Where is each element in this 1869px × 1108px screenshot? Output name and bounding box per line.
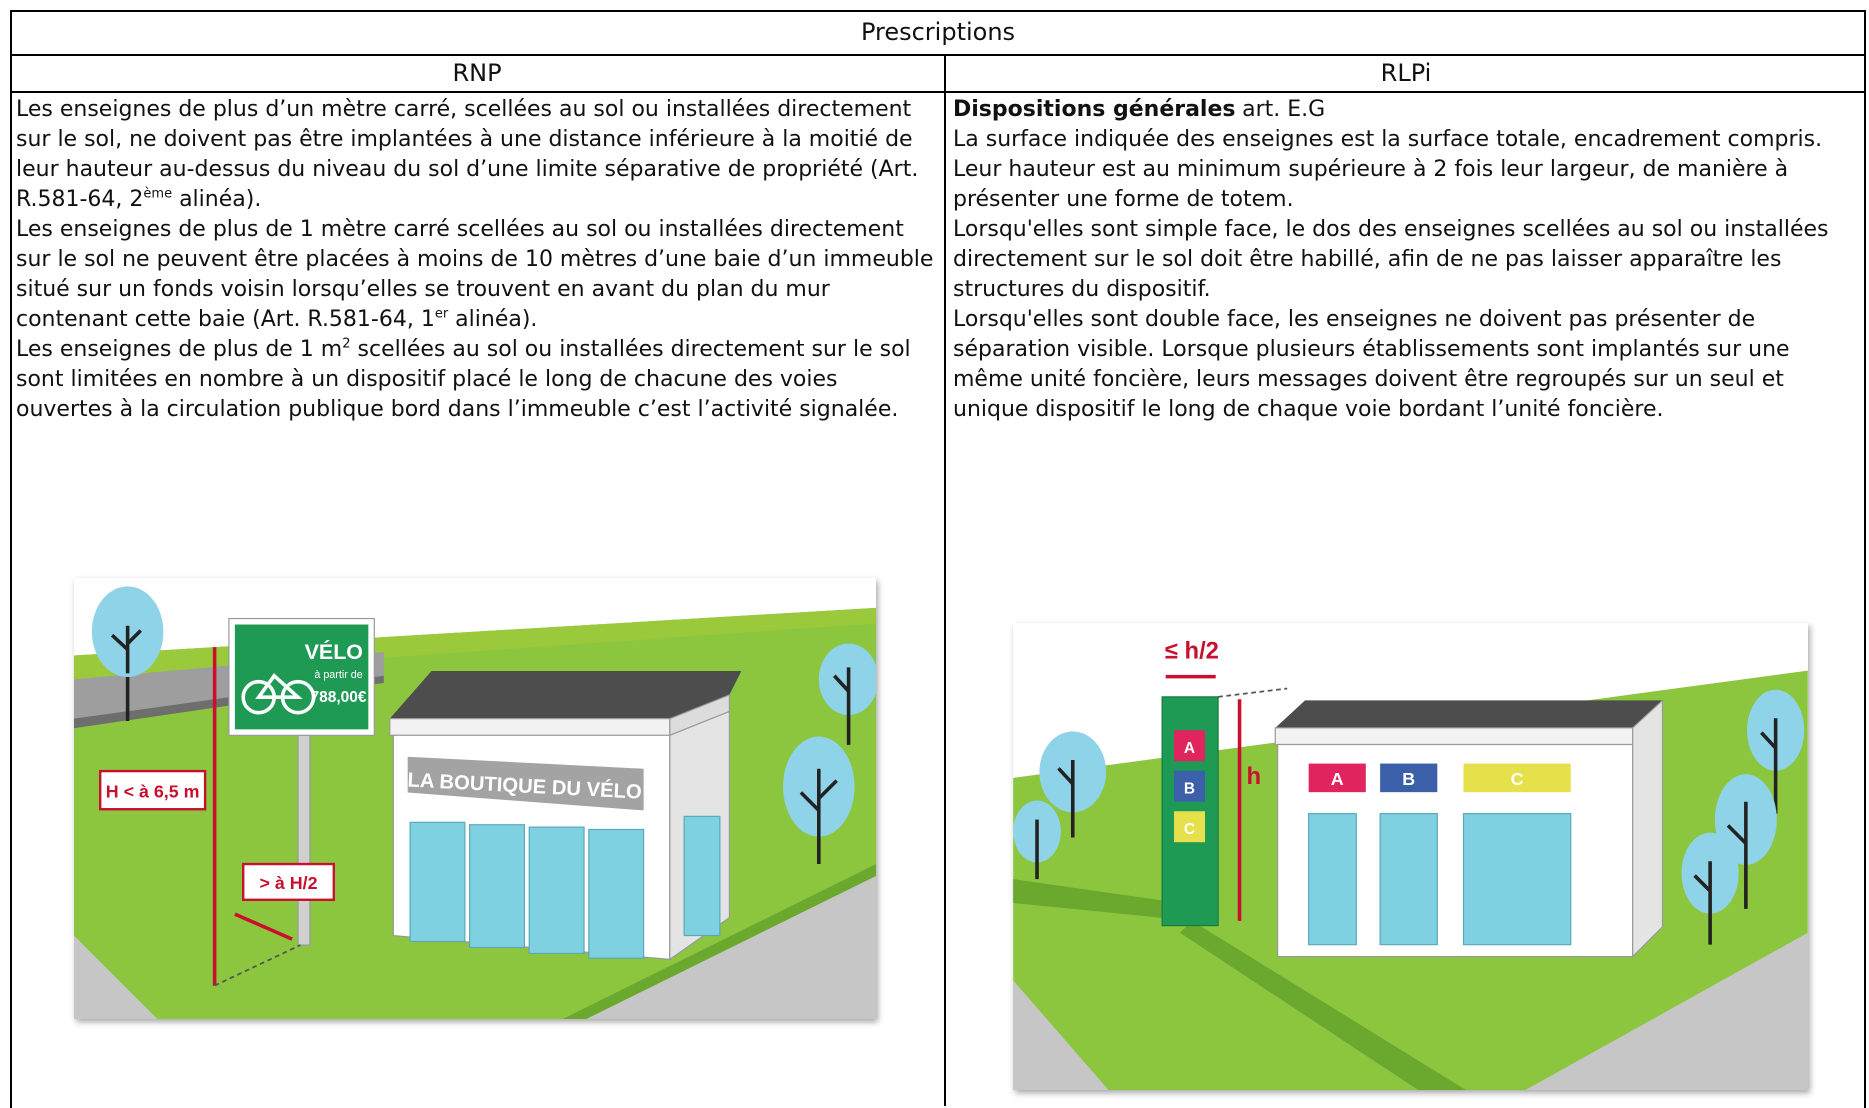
text: Leur hauteur est au minimum supérieure à… xyxy=(953,157,1789,212)
text: Lorsqu'elles sont simple face, le dos de… xyxy=(953,217,1829,302)
shop-sign xyxy=(1463,763,1571,793)
text: Lorsqu'elles sont double face, les ensei… xyxy=(953,307,1790,422)
paragraph: Leur hauteur est au minimum supérieure à… xyxy=(953,155,1858,215)
roof xyxy=(389,670,742,719)
totem-sign-text: C xyxy=(1184,821,1195,838)
column-border xyxy=(944,54,946,1106)
superscript: er xyxy=(434,306,449,322)
paragraph: Les enseignes de plus d’un mètre carré, … xyxy=(16,95,934,215)
totem-sign xyxy=(1174,811,1205,843)
tree xyxy=(1747,689,1805,814)
text: art. E.G xyxy=(1242,97,1326,122)
tree xyxy=(91,586,164,722)
height-label-box xyxy=(99,769,207,811)
text: La surface indiquée des enseignes est la… xyxy=(953,127,1823,152)
bold-text: Dispositions générales xyxy=(953,97,1236,122)
distance-label-box xyxy=(242,862,335,901)
shop-windows xyxy=(1308,813,1572,946)
roof-edge xyxy=(389,718,671,736)
row-border xyxy=(10,54,1866,56)
path xyxy=(74,935,158,1019)
tree xyxy=(1714,774,1777,909)
billboard-title: VÉLO xyxy=(305,639,363,664)
hedge xyxy=(1013,879,1192,921)
paragraph: Lorsqu'elles sont simple face, le dos de… xyxy=(953,215,1858,305)
distance-arrow xyxy=(234,912,293,941)
tree xyxy=(783,736,855,865)
totem-sign xyxy=(1174,770,1205,802)
rlpi-illustration: A B C A B C ≤ h/2 h xyxy=(1013,623,1808,1090)
rnp-text: Les enseignes de plus d’un mètre carré, … xyxy=(16,95,934,425)
column-header: RNP xyxy=(452,59,502,87)
paragraph: Les enseignes de plus de 1 mètre carré s… xyxy=(16,215,934,335)
shop-windows xyxy=(409,815,721,959)
shop-sign-text: C xyxy=(1511,769,1524,789)
rlpi-text: Dispositions générales art. E.G La surface… xyxy=(953,95,1858,425)
roof xyxy=(1275,700,1663,728)
superscript: 2 xyxy=(342,336,351,352)
width-label: ≤ h/2 xyxy=(1165,638,1219,665)
building-side xyxy=(1632,699,1664,959)
rnp-illustration: LA BOUTIQUE DU VÉLO VÉLO à partir de 788… xyxy=(74,578,876,1019)
tree xyxy=(1681,832,1739,945)
roof-edge xyxy=(1274,727,1634,746)
superscript: ème xyxy=(143,186,173,202)
text: Les enseignes de plus d’un mètre carré, … xyxy=(16,97,919,212)
totem-sign-text: A xyxy=(1184,740,1195,757)
table-frame xyxy=(10,10,1866,1108)
billboard-price: 788,00€ xyxy=(311,689,367,706)
billboard-post xyxy=(297,729,311,946)
text: scellées au sol ou installées directemen… xyxy=(16,337,911,422)
text: Les enseignes de plus de 1 mètre carré s… xyxy=(16,217,934,332)
shop-sign xyxy=(407,756,644,811)
shop-sign-text: A xyxy=(1331,769,1344,789)
ground-line xyxy=(214,944,301,987)
paragraph: La surface indiquée des enseignes est la… xyxy=(953,125,1858,155)
billboard-sub: à partir de xyxy=(314,669,362,681)
path xyxy=(1013,980,1109,1090)
height-label: h xyxy=(1247,763,1262,790)
row-border xyxy=(10,91,1866,93)
text: Les enseignes de plus de 1 m xyxy=(16,337,343,362)
paragraph: Les enseignes de plus de 1 m2 scellées a… xyxy=(16,335,934,425)
tree xyxy=(818,643,876,745)
shop-sign-text: B xyxy=(1402,769,1415,789)
height-label: H < à 6,5 m xyxy=(106,781,200,801)
hedge xyxy=(1179,920,1466,1090)
table-title: Prescriptions xyxy=(860,18,1016,46)
tree xyxy=(1013,800,1061,880)
heading: Dispositions générales art. E.G xyxy=(953,95,1858,125)
shop-sign xyxy=(1380,763,1438,793)
column-header: RLPi xyxy=(1380,59,1432,87)
tree xyxy=(1039,731,1107,838)
paragraph: Lorsqu'elles sont double face, les ensei… xyxy=(953,305,1858,425)
shop-sign xyxy=(1308,763,1366,793)
text: alinéa). xyxy=(172,187,262,212)
text: alinéa). xyxy=(448,307,538,332)
totem-sign-text: B xyxy=(1184,780,1195,797)
totem-sign xyxy=(1174,730,1205,762)
road xyxy=(1525,932,1808,1090)
bike-icon xyxy=(241,673,316,715)
distance-label: > à H/2 xyxy=(259,873,317,893)
top-line xyxy=(1217,687,1288,698)
